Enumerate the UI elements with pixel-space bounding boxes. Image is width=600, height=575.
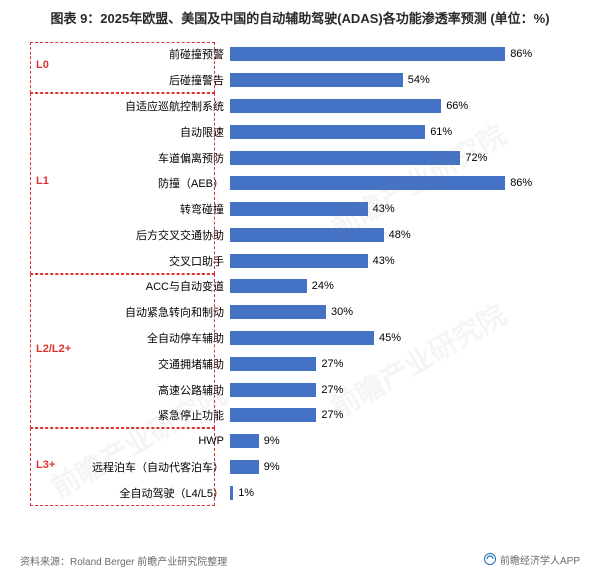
bar-rect [230,99,441,113]
group-label: L2/L2+ [36,343,71,355]
bar-rect [230,176,505,190]
bar-value: 86% [510,177,532,189]
bar-row: 后碰撞警告54% [230,73,550,87]
bar-row: ACC与自动变道24% [230,279,550,293]
chart-title: 图表 9：2025年欧盟、美国及中国的自动辅助驾驶(ADAS)各功能渗透率预测 … [0,0,600,34]
bar-value: 86% [510,48,532,60]
bar-value: 27% [321,358,343,370]
bar-value: 45% [379,332,401,344]
bar-rect [230,279,307,293]
bar-row: 防撞（AEB）86% [230,176,550,190]
bar-row: 自动紧急转向和制动30% [230,305,550,319]
brand-block: 前瞻经济学人APP [484,551,580,569]
bar-row: 紧急停止功能27% [230,408,550,422]
bar-rect [230,125,425,139]
chart-wrap: 前碰撞预警86% 后碰撞警告54% 自适应巡航控制系统66% 自动限速61% 车道偏离预… [20,34,580,514]
bar-value: 27% [321,384,343,396]
brand-icon [484,553,496,565]
bar-value: 61% [430,126,452,138]
bar-rect [230,331,374,345]
bar-row: 前碰撞预警86% [230,47,550,61]
group-box [30,93,215,273]
bar-row: 自适应巡航控制系统66% [230,99,550,113]
bar-rect [230,47,505,61]
bar-row: 后方交叉交通协助48% [230,228,550,242]
bar-value: 66% [446,100,468,112]
bar-row: HWP9% [230,434,550,448]
bar-value: 72% [465,152,487,164]
bar-row: 转弯碰撞43% [230,202,550,216]
group-box [30,42,215,94]
bar-value: 27% [321,409,343,421]
bar-row: 交叉口助手43% [230,254,550,268]
bar-value: 24% [312,280,334,292]
bar-value: 9% [264,461,280,473]
bar-value: 30% [331,306,353,318]
brand-text: 前瞻经济学人APP [500,556,580,567]
bar-value: 9% [264,435,280,447]
bar-value: 43% [373,255,395,267]
bar-rect [230,151,460,165]
group-label: L3+ [36,459,55,471]
bar-row: 全自动停车辅助45% [230,331,550,345]
bar-rect [230,228,384,242]
bar-value: 43% [373,203,395,215]
bar-value: 1% [238,487,254,499]
bar-rect [230,202,368,216]
bar-row: 高速公路辅助27% [230,383,550,397]
footer: 资料来源：Roland Berger 前瞻产业研究院整理 前瞻经济学人APP [20,551,580,569]
bar-row: 自动限速61% [230,125,550,139]
source-text: 资料来源：Roland Berger 前瞻产业研究院整理 [20,553,227,568]
bar-rect [230,305,326,319]
bar-rect [230,254,368,268]
bar-value: 54% [408,74,430,86]
group-label: L1 [36,175,49,187]
bar-rect [230,486,233,500]
group-box [30,428,215,505]
bar-rect [230,73,403,87]
group-label: L0 [36,59,49,71]
bar-row: 交通拥堵辅助27% [230,357,550,371]
bar-row: 全自动驾驶（L4/L5）1% [230,486,550,500]
bar-row: 车道偏离预防72% [230,151,550,165]
chart-plot-area: 前碰撞预警86% 后碰撞警告54% 自适应巡航控制系统66% 自动限速61% 车道偏离预… [230,42,550,506]
bar-rect [230,383,316,397]
bar-value: 48% [389,229,411,241]
bar-rect [230,357,316,371]
bar-rect [230,434,259,448]
bar-rect [230,460,259,474]
bar-row: 远程泊车（自动代客泊车）9% [230,460,550,474]
bar-rect [230,408,316,422]
